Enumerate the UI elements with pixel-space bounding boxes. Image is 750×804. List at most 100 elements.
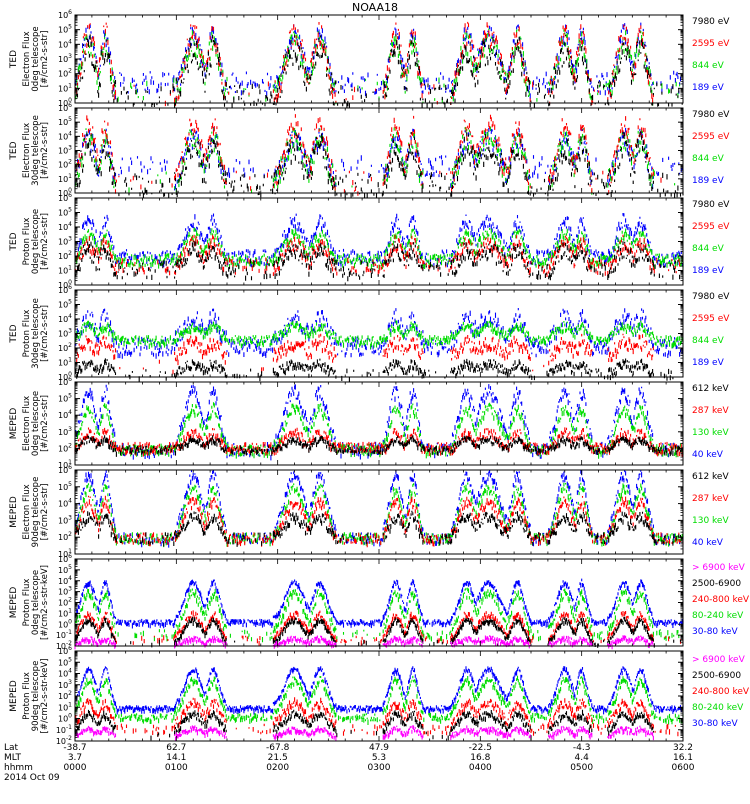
panel-6-frame (74, 469, 684, 555)
y-tick-label: 104 (58, 575, 72, 586)
legend-entry: 30-80 keV (692, 627, 738, 637)
panel-8-ylabel: MEPED Proton Flux 90deg telescope [#/cm2-s-… (9, 659, 50, 734)
instrument-label: MEPED (9, 496, 19, 528)
lat-tick-label: 62.7 (166, 743, 186, 753)
mlt-tick-label: 5.3 (372, 753, 386, 763)
y-tick-label: 105 (58, 207, 72, 218)
ylabel-line: 0deg telescope (31, 391, 41, 456)
y-tick-label: 102 (58, 342, 72, 353)
series-magenta (74, 635, 654, 650)
mlt-tick-label: 14.1 (166, 753, 186, 763)
legend-entry: 2595 eV (692, 132, 730, 142)
y-tick-label: 104 (58, 38, 72, 49)
ylabel-line: 0deg telescope (31, 26, 41, 91)
legend-entry: 2595 eV (692, 39, 730, 49)
ylabel-line: Electron Flux (22, 484, 32, 539)
figure-title: NOAA18 (352, 1, 398, 14)
y-tick-label: 106 (58, 284, 72, 295)
y-tick-label: 106 (58, 192, 72, 203)
legend-entry: 240-800 keV (692, 595, 750, 605)
lat-tick-label: 32.2 (673, 743, 693, 753)
ylabel-line: 90deg telescope (31, 477, 41, 548)
panel-1-ylabel: TED Electron Flux 0deg telescope [#/cm2-s-s… (9, 26, 50, 91)
y-tick-label: 103 (58, 426, 72, 437)
y-tick-label: 105 (58, 24, 72, 35)
panel-2-ylabel: TED Electron Flux 30deg telescope [#/cm2-s-… (9, 115, 50, 186)
ylabel-line: [#/cm2-s-str] (40, 31, 50, 88)
ylabel-line: 0deg telescope (31, 209, 41, 274)
legend-entry: 2500-6900 (692, 671, 741, 681)
y-tick-label: 10-1 (56, 724, 72, 735)
panel-1: 100 101 102 103 104 105 106 TED Electron Flux 0de… (9, 9, 730, 108)
ylabel-line: [#/cm2-s-str-keV] (40, 659, 50, 734)
legend-entry: 2595 eV (692, 222, 730, 232)
y-tick-label: 105 (58, 116, 72, 127)
y-tick-label: 102 (58, 250, 72, 261)
y-tick-label: 101 (58, 548, 72, 559)
ylabel-line: [#/cm2-s-str] (40, 484, 50, 541)
y-tick-label: 101 (58, 607, 72, 618)
hhmm-tick-label: 0100 (165, 763, 188, 773)
legend-entry: 189 eV (692, 266, 725, 276)
y-tick-label: 104 (58, 130, 72, 141)
axis-row-label: Lat (4, 743, 19, 753)
series-magenta-marks (74, 725, 654, 741)
hhmm-tick-label: 0500 (570, 763, 593, 773)
y-tick-label: 102 (58, 597, 72, 608)
panel-7-ylabel: MEPED Proton Flux 0deg telescope [#/cm2-s-s… (9, 565, 50, 640)
legend-entry: 287 keV (692, 494, 729, 504)
series-green (74, 28, 681, 107)
ylabel-line: [#/cm2-s-str] (40, 395, 50, 452)
series-blue-marks (74, 22, 684, 103)
y-tick-label: 103 (58, 679, 72, 690)
y-tick-label: 103 (58, 328, 72, 339)
y-tick-label: 105 (58, 299, 72, 310)
y-tick-label: 10-1 (56, 629, 72, 640)
y-tick-label: 103 (58, 145, 72, 156)
legend-entry: 30-80 keV (692, 719, 738, 729)
legend-entry: 189 eV (692, 83, 725, 93)
y-tick-label: 101 (58, 459, 72, 470)
y-tick-label: 105 (58, 393, 72, 404)
mlt-tick-label: 16.8 (470, 753, 490, 763)
legend-entry: 189 eV (692, 176, 725, 186)
y-tick-label: 106 (58, 376, 72, 387)
series-blue-marks (74, 213, 684, 269)
y-tick-label: 10-2 (56, 735, 72, 746)
instrument-label: MEPED (9, 680, 19, 712)
legend-entry: 40 keV (692, 450, 724, 460)
axis-row-label: MLT (4, 753, 22, 763)
series-black-marks (74, 358, 674, 382)
legend-entry: 287 keV (692, 406, 729, 416)
legend-entry: 240-800 keV (692, 687, 750, 697)
instrument-label: MEPED (9, 587, 19, 619)
ylabel-line: Proton Flux (22, 579, 32, 627)
instrument-label: MEPED (9, 408, 19, 440)
panel-6: 101 102 103 104 105 106 MEPED Electron Flux 90de… (9, 464, 729, 559)
y-tick-label: 104 (58, 409, 72, 420)
panel-6-ylabel: MEPED Electron Flux 90deg telescope [#/cm2-… (9, 477, 50, 548)
ylabel-line: 90deg telescope (31, 661, 41, 732)
legend-entry: 612 keV (692, 384, 729, 394)
y-tick-label: 102 (58, 531, 72, 542)
panel-2-data (74, 114, 684, 198)
hhmm-tick-label: 0400 (469, 763, 492, 773)
legend-entry: 80-240 keV (692, 703, 744, 713)
ylabel-line: [#/cm2-s-str] (40, 305, 50, 362)
legend-entry: 7980 eV (692, 200, 730, 210)
y-tick-label: 102 (58, 159, 72, 170)
ylabel-line: 0deg telescope (31, 570, 41, 635)
y-tick-label: 104 (58, 498, 72, 509)
legend-entry: 2595 eV (692, 314, 730, 324)
panel-4: 100 101 102 103 104 105 106 TED Proton Flux 30deg… (9, 284, 730, 382)
ylabel-line: Electron Flux (22, 31, 32, 86)
legend-entry: > 6900 keV (692, 655, 746, 665)
y-tick-label: 103 (58, 53, 72, 64)
axis-row-label: hhmm (4, 763, 33, 773)
y-tick-label: 105 (58, 564, 72, 575)
ylabel-line: 30deg telescope (31, 298, 41, 369)
ylabel-line: [#/cm2-s-str-keV] (40, 565, 50, 640)
y-tick-label: 104 (58, 221, 72, 232)
